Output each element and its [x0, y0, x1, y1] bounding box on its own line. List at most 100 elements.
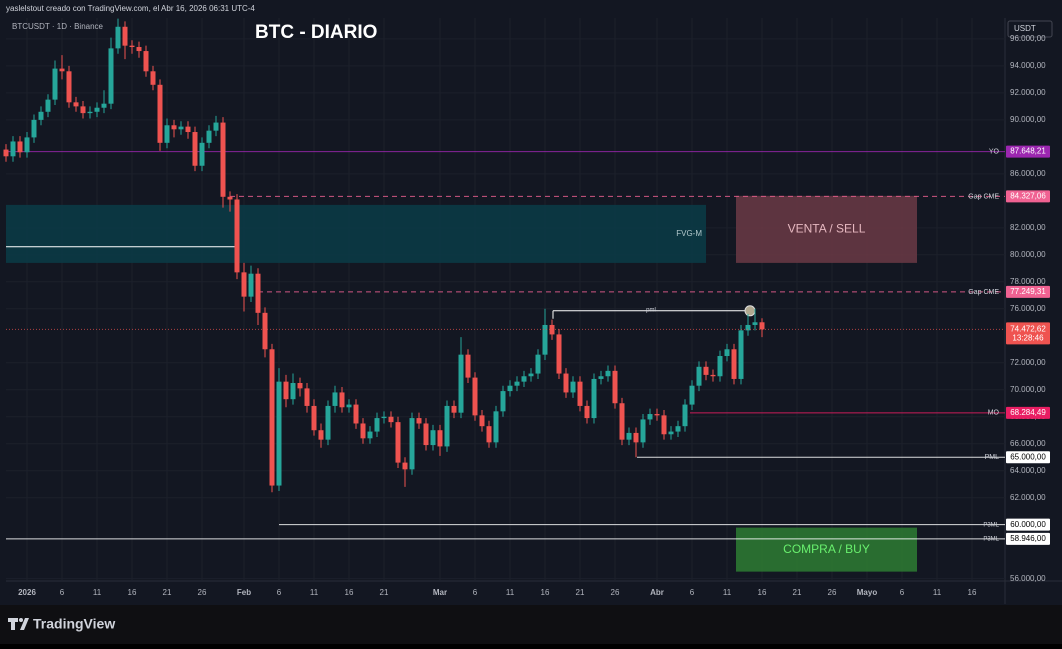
candle-body: [759, 322, 765, 330]
candle-body: [311, 405, 317, 431]
candle-body: [115, 26, 121, 49]
candle-body: [185, 126, 191, 133]
candle-body: [192, 132, 198, 166]
x-tick-label: 16: [128, 588, 137, 597]
y-tick-label: 90.000,00: [1010, 115, 1046, 124]
candle-body: [710, 374, 716, 377]
candle-body: [577, 381, 583, 406]
candle-body: [129, 45, 135, 48]
candle-body: [528, 373, 534, 377]
level-label: Gap CME: [968, 193, 999, 200]
x-tick-label: 21: [576, 588, 585, 597]
chart-title: BTC - DIARIO: [255, 22, 377, 43]
brand-logo: [8, 618, 29, 630]
candle-body: [31, 119, 37, 138]
x-tick-label: 11: [933, 588, 942, 597]
candle-body: [500, 391, 506, 412]
candle-body: [535, 354, 541, 374]
x-tick-label: 11: [506, 588, 515, 597]
level-label: PML: [985, 454, 1000, 461]
x-tick-label: Abr: [650, 588, 664, 597]
x-tick-label: 11: [310, 588, 319, 597]
candle-body: [255, 273, 261, 313]
candle-body: [437, 430, 443, 447]
candle-body: [640, 419, 646, 443]
x-tick-label: 16: [968, 588, 977, 597]
x-tick-label: 6: [690, 588, 695, 597]
candle-body: [521, 376, 527, 382]
plot-area: [3, 18, 1005, 580]
x-tick-label: 21: [163, 588, 172, 597]
candle-body: [451, 405, 457, 413]
candle-body: [682, 404, 688, 427]
y-tick-label: 80.000,00: [1010, 250, 1046, 259]
level-label: P3ML: [983, 522, 999, 528]
x-tick-label: 26: [198, 588, 207, 597]
candle-body: [339, 392, 345, 408]
level-price: 77.249,31: [1010, 287, 1046, 296]
credit: yaslelstout creado con TradingView.com, …: [6, 4, 255, 13]
candle-body: [717, 356, 723, 377]
candle-body: [178, 126, 184, 130]
candle-body: [752, 322, 758, 325]
candle-body: [87, 111, 93, 114]
candle-body: [66, 71, 72, 103]
level-price-box: [1006, 406, 1050, 419]
zone: [736, 527, 917, 572]
x-tick-label: 11: [723, 588, 732, 597]
last-price-box: [1006, 322, 1050, 345]
level-price: 84.327,06: [1010, 192, 1046, 201]
x-tick-label: Mar: [433, 588, 447, 597]
x-tick-label: 6: [473, 588, 478, 597]
y-tick-label: 92.000,00: [1010, 88, 1046, 97]
candle-body: [381, 416, 387, 419]
y-tick-label: 94.000,00: [1010, 61, 1046, 70]
level-price-box: [1006, 451, 1050, 464]
y-tick-label: 66.000,00: [1010, 439, 1046, 448]
brand: TradingView: [33, 616, 115, 632]
candle-body: [402, 462, 408, 470]
footer: [0, 605, 1062, 644]
candle-body: [353, 404, 359, 424]
candle-body: [584, 405, 590, 419]
x-tick-label: 21: [793, 588, 802, 597]
candle-body: [248, 273, 254, 297]
candle-body: [234, 199, 240, 273]
candle-body: [486, 426, 492, 443]
candle-body: [150, 71, 156, 85]
level-price-box: [1006, 518, 1050, 531]
candle-body: [388, 416, 394, 423]
candle-body: [59, 68, 65, 72]
candle-body: [80, 106, 86, 114]
candle-body: [17, 141, 23, 153]
currency: USDT: [1014, 24, 1036, 33]
candle-body: [598, 376, 604, 379]
zone: [6, 204, 706, 263]
candle-body: [206, 130, 212, 143]
candle-body: [556, 334, 562, 374]
last-price: 74.472,62: [1010, 325, 1046, 334]
candle-body: [143, 51, 149, 72]
candle-body: [276, 381, 282, 486]
candle-body: [654, 414, 660, 416]
candle-body: [269, 349, 275, 486]
candle-body: [738, 330, 744, 379]
candle-body: [360, 423, 366, 439]
level-price: 68.284,49: [1010, 408, 1046, 417]
candle-body: [45, 99, 51, 112]
candle-body: [703, 366, 709, 375]
candle-body: [325, 405, 331, 440]
y-tick-label: 72.000,00: [1010, 358, 1046, 367]
candle-body: [507, 385, 513, 392]
x-tick-label: 11: [93, 588, 102, 597]
candle-body: [458, 354, 464, 413]
level-price: 65.000,00: [1010, 452, 1046, 461]
x-tick-label: 16: [345, 588, 354, 597]
countdown: 13:28:46: [1012, 334, 1044, 343]
candle-body: [514, 381, 520, 386]
candle-body: [367, 431, 373, 439]
candle-body: [745, 324, 751, 331]
y-tick-label: 78.000,00: [1010, 277, 1046, 286]
candle-body: [570, 381, 576, 393]
candle-body: [430, 430, 436, 446]
